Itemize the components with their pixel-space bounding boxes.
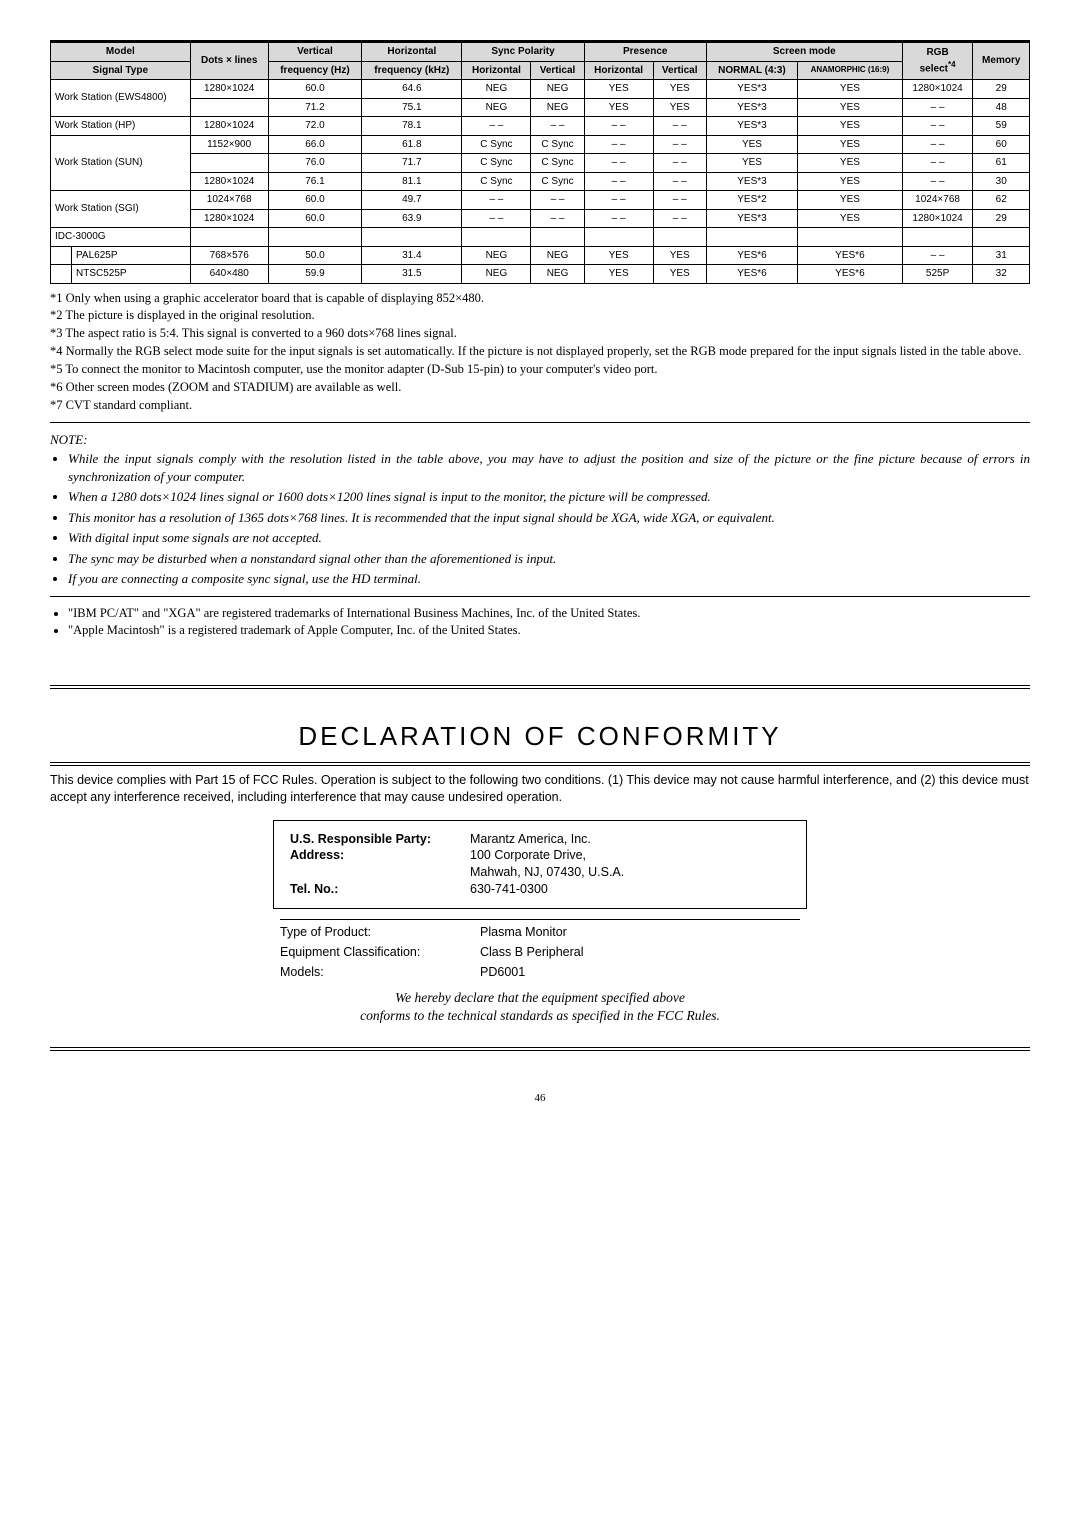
cell: 1280×1024 [190,172,268,191]
notes-list: While the input signals comply with the … [50,450,1030,588]
th-sigtype: Signal Type [51,61,191,80]
footnote: *5 To connect the monitor to Macintosh c… [50,361,1030,378]
th-mem: Memory [973,43,1030,80]
responsible-party-box: U.S. Responsible Party:Marantz America, … [273,820,807,910]
cell: 1152×900 [190,135,268,154]
th-hf2: frequency (kHz) [362,61,462,80]
th-screen: Screen mode [706,43,902,62]
note-item: While the input signals comply with the … [68,450,1030,485]
th-pv: Vertical [653,61,706,80]
declare-line1: We hereby declare that the equipment spe… [395,990,685,1005]
note-item: When a 1280 dots×1024 lines signal or 16… [68,488,1030,506]
model-cell: Work Station (HP) [51,117,191,136]
th-hf: Horizontal [362,43,462,62]
signal-type-cell: PAL625P [72,246,191,265]
cell: 768×576 [190,246,268,265]
model-cell: IDC-3000G [51,228,191,247]
th-vf-lbl: Vertical [297,46,333,57]
th-dots: Dots × lines [190,43,268,80]
note-item: With digital input some signals are not … [68,529,1030,547]
signal-table-wrap: Model Dots × lines Vertical Horizontal S… [50,40,1030,284]
type-val: Plasma Monitor [480,924,567,941]
responsible-val: Marantz America, Inc. [470,831,591,848]
footnote: *2 The picture is displayed in the origi… [50,307,1030,324]
th-an: ANAMORPHIC (16:9) [798,61,903,80]
doc-body: This device complies with Part 15 of FCC… [50,772,1030,1025]
model-cell: Work Station (SGI) [51,191,191,228]
footnote: *7 CVT standard compliant. [50,397,1030,414]
footnotes: *1 Only when using a graphic accelerator… [50,290,1030,414]
declare-line2: conforms to the technical standards as s… [360,1008,720,1023]
models-val: PD6001 [480,964,525,981]
trademark-list: "IBM PC/AT" and "XGA" are registered tra… [50,605,1030,639]
th-ph: Horizontal [584,61,653,80]
type-lbl: Type of Product: [280,924,480,941]
product-info: Type of Product:Plasma Monitor Equipment… [280,919,800,981]
th-model: Model [51,43,191,62]
page-number: 46 [50,1091,1030,1106]
cell: 1280×1024 [190,117,268,136]
note-item: The sync may be disturbed when a nonstan… [68,550,1030,568]
note-item: This monitor has a resolution of 1365 do… [68,509,1030,527]
th-vf2: frequency (Hz) [268,61,362,80]
declaration-text: We hereby declare that the equipment spe… [50,989,1030,1025]
footnote: *4 Normally the RGB select mode suite fo… [50,343,1030,360]
th-sv: Vertical [531,61,584,80]
model-cell: Work Station (SUN) [51,135,191,191]
cell [190,154,268,173]
th-nm: NORMAL (4:3) [706,61,797,80]
responsible-lbl: U.S. Responsible Party: [290,831,470,848]
note-item: If you are connecting a composite sync s… [68,570,1030,588]
doc-intro: This device complies with Part 15 of FCC… [50,772,1030,806]
cell: 640×480 [190,265,268,284]
address-val2: Mahwah, NJ, 07430, U.S.A. [470,864,624,881]
class-lbl: Equipment Classification: [280,944,480,961]
cell [190,98,268,117]
doc-title: DECLARATION OF CONFORMITY [50,719,1030,754]
footnote: *6 Other screen modes (ZOOM and STADIUM)… [50,379,1030,396]
th-hf-lbl: Horizontal [387,46,436,57]
trademark-item: "IBM PC/AT" and "XGA" are registered tra… [68,605,1030,622]
footnote: *3 The aspect ratio is 5:4. This signal … [50,325,1030,342]
cell: 1280×1024 [190,80,268,99]
th-rgb: RGBselect*4 [902,43,973,80]
signal-table: Model Dots × lines Vertical Horizontal S… [50,42,1030,284]
models-lbl: Models: [280,964,480,981]
tel-val: 630-741-0300 [470,881,548,898]
th-sh: Horizontal [462,61,531,80]
th-sync: Sync Polarity [462,43,584,62]
trademark-item: "Apple Macintosh" is a registered tradem… [68,622,1030,639]
note-heading: NOTE: [50,431,1030,449]
signal-type-cell: NTSC525P [72,265,191,284]
tel-lbl: Tel. No.: [290,881,470,898]
cell: 1024×768 [190,191,268,210]
model-cell: Work Station (EWS4800) [51,80,191,117]
class-val: Class B Peripheral [480,944,584,961]
address-lbl: Address: [290,847,470,864]
th-vf: Vertical [268,43,362,62]
th-pres: Presence [584,43,706,62]
cell: 1280×1024 [190,209,268,228]
footnote: *1 Only when using a graphic accelerator… [50,290,1030,307]
address-val1: 100 Corporate Drive, [470,847,586,864]
